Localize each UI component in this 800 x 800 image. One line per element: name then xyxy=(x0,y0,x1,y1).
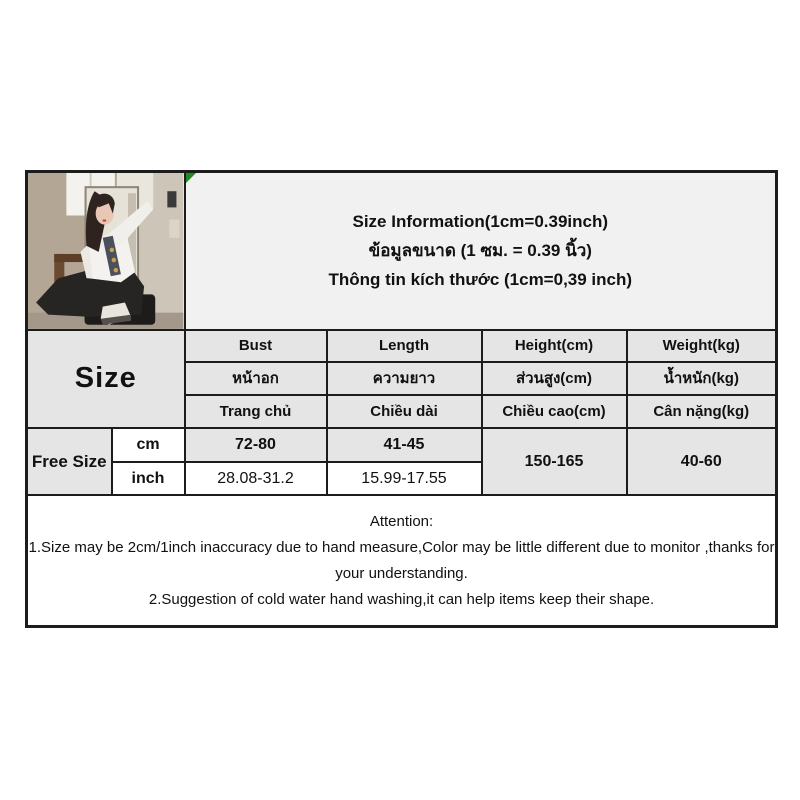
size-info-sheet: Size Information(1cm=0.39inch) ข้อมูลขนา… xyxy=(25,170,779,628)
col-bust-vi: Trang chủ xyxy=(183,393,328,430)
col-bust-th: หน้าอก xyxy=(183,360,328,396)
col-length-vi: Chiều dài xyxy=(325,393,483,430)
col-weight-vi: Cân nặng(kg) xyxy=(625,393,778,430)
value-height: 150-165 xyxy=(480,427,628,497)
title-vi: Thông tin kích thước (1cm=0,39 inch) xyxy=(328,270,633,290)
attention-line-2: 2.Suggestion of cold water hand washing,… xyxy=(148,590,655,608)
excel-corner-flag-icon xyxy=(186,173,196,183)
col-height-th: ส่วนสูง(cm) xyxy=(480,360,628,396)
value-bust-inch: 28.08-31.2 xyxy=(183,461,328,497)
col-length-en: Length xyxy=(325,328,483,363)
attention-note: Attention: 1.Size may be 2cm/1inch inacc… xyxy=(25,494,778,628)
model-photo xyxy=(28,173,183,328)
size-chart-table: Size Information(1cm=0.39inch) ข้อมูลขนา… xyxy=(25,170,779,628)
value-length-inch: 15.99-17.55 xyxy=(325,461,483,497)
col-height-vi: Chiều cao(cm) xyxy=(480,393,628,430)
value-length-cm: 41-45 xyxy=(325,427,483,464)
col-height-en: Height(cm) xyxy=(480,328,628,363)
col-bust-en: Bust xyxy=(183,328,328,363)
attention-line-1: 1.Size may be 2cm/1inch inaccuracy due t… xyxy=(28,538,775,582)
attention-heading: Attention: xyxy=(369,512,434,530)
row-label-free-size: Free Size xyxy=(25,427,113,497)
model-photo-cell xyxy=(25,170,186,331)
col-weight-th: น้ำหนัก(kg) xyxy=(625,360,778,396)
value-weight: 40-60 xyxy=(625,427,778,497)
col-length-th: ความยาว xyxy=(325,360,483,396)
unit-inch-label: inch xyxy=(110,461,186,497)
unit-cm-label: cm xyxy=(110,427,186,464)
title-cell: Size Information(1cm=0.39inch) ข้อมูลขนา… xyxy=(183,170,778,331)
title-en: Size Information(1cm=0.39inch) xyxy=(352,212,609,232)
col-weight-en: Weight(kg) xyxy=(625,328,778,363)
value-bust-cm: 72-80 xyxy=(183,427,328,464)
size-corner-label: Size xyxy=(25,328,186,430)
title-th: ข้อมูลขนาด (1 ซม. = 0.39 นิ้ว) xyxy=(368,241,592,261)
